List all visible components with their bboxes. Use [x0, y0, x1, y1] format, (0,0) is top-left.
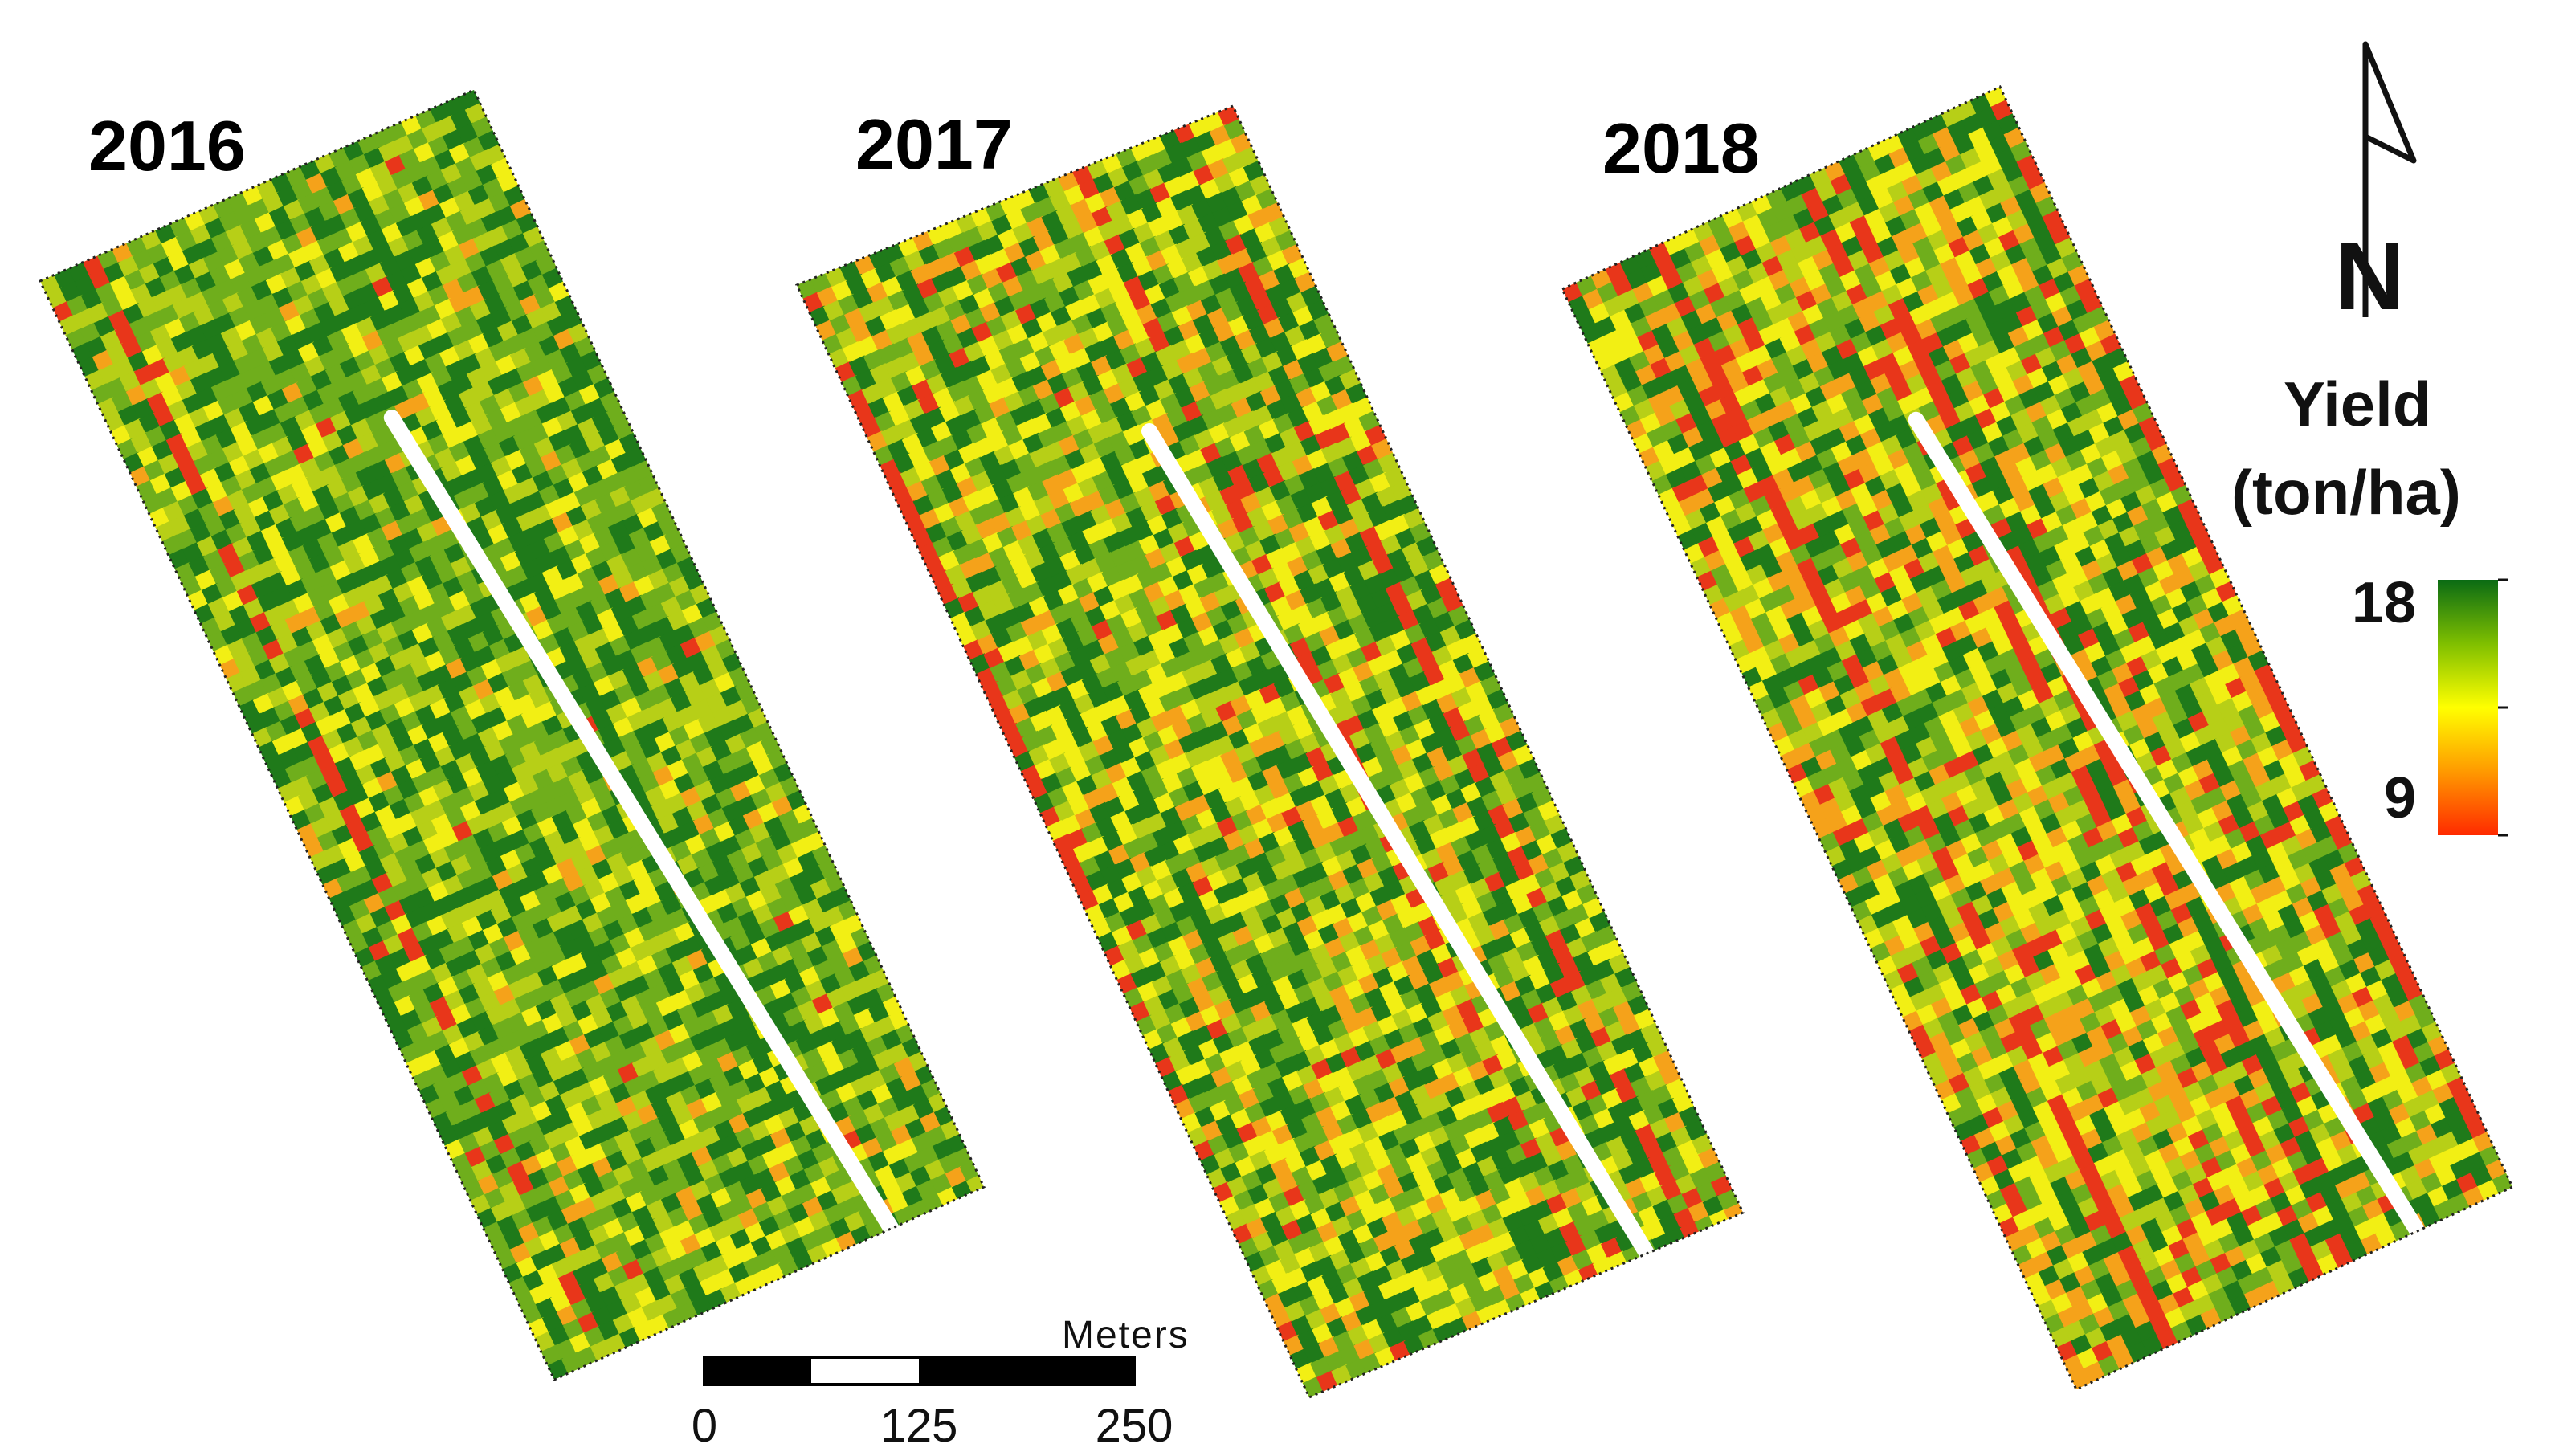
scale-bar: Meters 0 125 250 [692, 1314, 1190, 1452]
north-arrow-icon: N [2335, 41, 2417, 330]
field-map-2018 [1562, 87, 2512, 1389]
scale-unit-label: Meters [1062, 1314, 1190, 1356]
year-title-2017: 2017 [855, 104, 1013, 184]
yield-panel-2018: 2018 [1561, 85, 2514, 1391]
year-title-2016: 2016 [88, 106, 246, 186]
legend-max-label: 18 [2352, 571, 2416, 635]
field-map-2016 [40, 90, 984, 1380]
field-map-2017 [797, 106, 1743, 1397]
yield-legend: Yield (ton/ha) 18 9 [2231, 369, 2508, 837]
field-boundary-2016 [38, 88, 986, 1381]
legend-min-label: 9 [2384, 766, 2416, 830]
field-boundary-2017 [794, 104, 1745, 1399]
legend-title-line1: Yield [2284, 369, 2431, 439]
yield-panel-2017: 2017 [794, 104, 1745, 1399]
legend-title-line2: (ton/ha) [2231, 457, 2461, 528]
year-title-2018: 2018 [1602, 108, 1760, 188]
scale-tick-125: 125 [880, 1400, 958, 1452]
yield-panel-2016: 2016 [38, 88, 986, 1381]
scale-tick-250: 250 [1096, 1400, 1173, 1452]
north-label: N [2335, 222, 2405, 330]
legend-color-ramp [2438, 580, 2498, 835]
field-boundary-2018 [1561, 85, 2514, 1391]
scale-tick-0: 0 [692, 1400, 717, 1452]
